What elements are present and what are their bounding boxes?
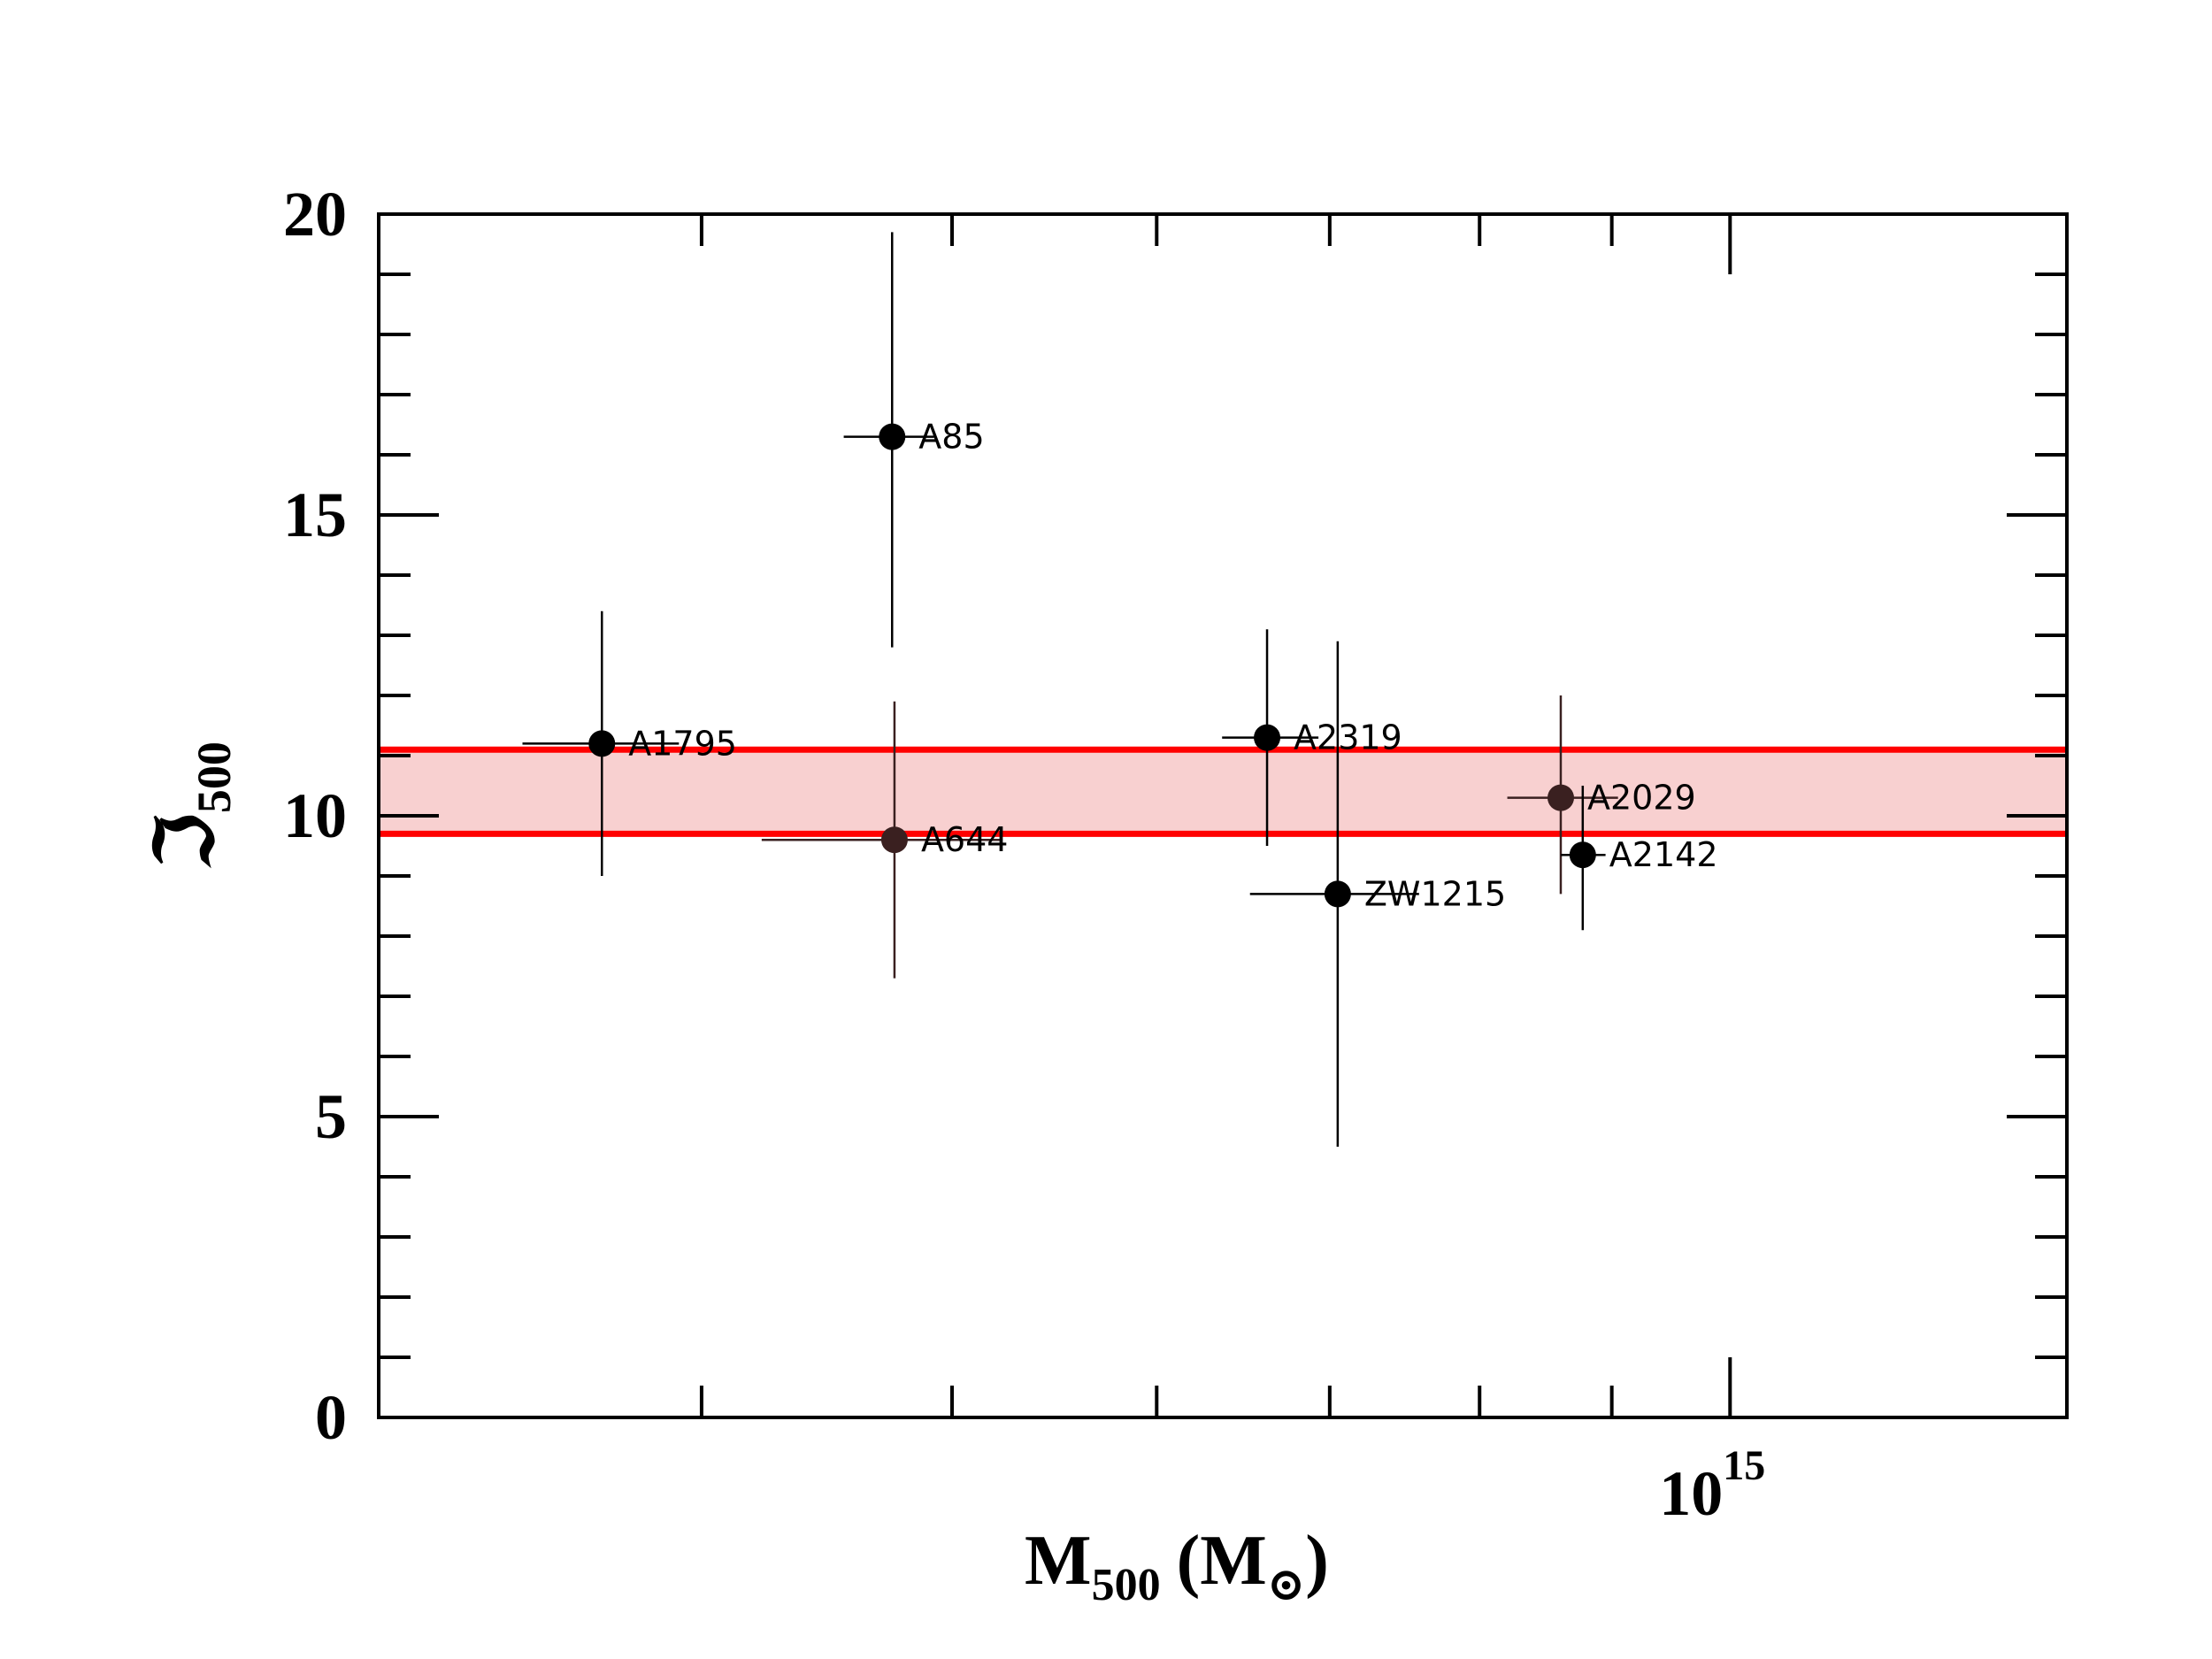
y-axis-label: ℑ500 bbox=[142, 741, 241, 869]
x-tick-label: 1015 bbox=[1659, 1442, 1765, 1529]
point-label-a85: A85 bbox=[918, 418, 984, 457]
x-axis-label-close: ) bbox=[1305, 1522, 1329, 1600]
point-a85 bbox=[879, 423, 906, 450]
point-zw1215 bbox=[1324, 880, 1351, 908]
y-axis-label-sub: 500 bbox=[188, 741, 241, 813]
point-a2029 bbox=[1547, 784, 1574, 811]
confidence-band bbox=[379, 746, 2067, 837]
x-axis-label-rest: (M bbox=[1177, 1522, 1267, 1600]
point-labels: A1795 A85 A644 A2319 ZW1215 A2029 A2142 bbox=[628, 418, 1717, 914]
x-axis-label-sub: 500 bbox=[1092, 1560, 1161, 1610]
y-tick-label: 0 bbox=[315, 1382, 347, 1453]
point-label-a644: A644 bbox=[921, 820, 1009, 859]
point-label-a2319: A2319 bbox=[1294, 718, 1402, 757]
x-axis-label: M500 (M⊙) bbox=[1025, 1522, 1329, 1610]
x-axis-label-main: M bbox=[1025, 1522, 1092, 1600]
plot-frame bbox=[377, 212, 2069, 1419]
x-tick-label-exponent: 15 bbox=[1723, 1442, 1765, 1489]
point-label-zw1215: ZW1215 bbox=[1364, 874, 1506, 913]
point-a2142 bbox=[1569, 841, 1596, 869]
x-tick-label-base: 10 bbox=[1659, 1458, 1723, 1529]
y-tick-label: 15 bbox=[283, 480, 347, 550]
axis-ticks bbox=[379, 214, 2067, 1417]
y-axis-label-main: ℑ bbox=[142, 813, 230, 869]
data-points bbox=[588, 423, 1596, 908]
point-a2319 bbox=[1254, 724, 1281, 751]
y-tick-label: 10 bbox=[283, 780, 347, 851]
point-a644 bbox=[880, 826, 908, 854]
point-a1795 bbox=[588, 730, 616, 757]
x-axis-label-unit-sub: ⊙ bbox=[1267, 1560, 1306, 1610]
band-fill bbox=[379, 749, 2067, 834]
y-tick-label: 20 bbox=[283, 179, 347, 250]
y-tick-label: 5 bbox=[315, 1081, 347, 1152]
point-label-a1795: A1795 bbox=[628, 724, 737, 763]
point-label-a2142: A2142 bbox=[1609, 835, 1718, 874]
point-label-a2029: A2029 bbox=[1587, 779, 1696, 818]
